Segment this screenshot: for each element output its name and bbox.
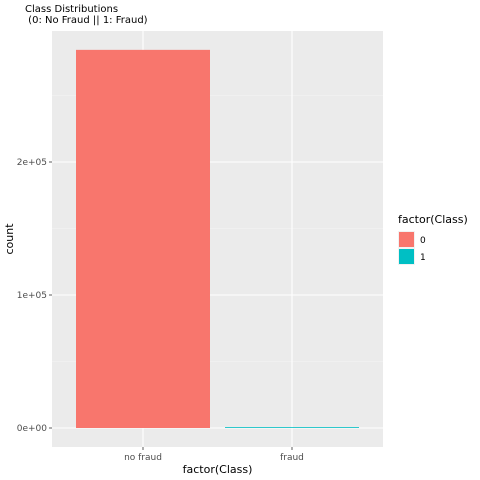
legend-swatch-0 xyxy=(399,232,414,247)
y-axis-title: count xyxy=(3,223,16,255)
y-tick-label-0: 0e+00 xyxy=(17,424,48,434)
y-tick-label-1: 1e+05 xyxy=(17,291,47,301)
chart-subtitle: (0: No Fraud || 1: Fraud) xyxy=(25,15,148,26)
y-axis: 0e+00 1e+05 2e+05 xyxy=(17,158,52,434)
legend-title: factor(Class) xyxy=(398,213,468,226)
legend-label-1: 1 xyxy=(420,253,426,263)
bar-no-fraud xyxy=(76,49,210,428)
x-axis-title: factor(Class) xyxy=(183,463,253,476)
legend-swatch-1 xyxy=(399,249,414,264)
bar-fraud xyxy=(225,427,359,428)
x-tick-label-0: no fraud xyxy=(124,453,162,463)
x-axis: no fraud fraud xyxy=(124,447,304,463)
chart-title-block: Class Distributions (0: No Fraud || 1: F… xyxy=(25,4,148,26)
x-tick-label-1: fraud xyxy=(280,453,304,463)
legend-label-0: 0 xyxy=(420,236,426,246)
chart-title: Class Distributions xyxy=(25,4,119,15)
bars xyxy=(76,49,359,428)
y-tick-label-2: 2e+05 xyxy=(17,158,47,168)
legend: factor(Class) 0 1 xyxy=(398,213,468,265)
